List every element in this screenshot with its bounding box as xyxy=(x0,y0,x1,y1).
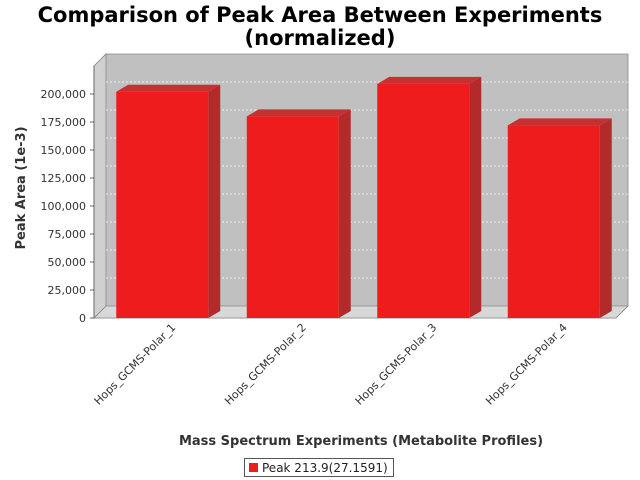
bar xyxy=(246,116,339,319)
bar xyxy=(116,91,209,318)
bar xyxy=(507,125,600,318)
y-tick-label: 100,000 xyxy=(41,200,87,213)
x-tick-label: Hops_GCMS-Polar_2 xyxy=(222,321,309,408)
plot-left-wall xyxy=(93,53,107,319)
x-tick-label: Hops_GCMS-Polar_4 xyxy=(483,321,570,408)
legend-swatch xyxy=(249,463,258,472)
y-tick-label: 175,000 xyxy=(41,116,87,129)
y-tick-label: 50,000 xyxy=(48,256,87,269)
bar xyxy=(377,83,470,318)
y-tick-label: 125,000 xyxy=(41,172,87,185)
bar-side xyxy=(469,76,482,318)
y-tick-label: 75,000 xyxy=(48,228,87,241)
y-tick-label: 25,000 xyxy=(48,284,87,297)
chart-title-line-1: Comparison of Peak Area Between Experime… xyxy=(37,3,603,27)
bar-top xyxy=(377,76,482,84)
legend: Peak 213.9(27.1591) xyxy=(244,458,394,477)
bar-side xyxy=(338,109,351,319)
bar-side xyxy=(599,118,612,318)
legend-label: Peak 213.9(27.1591) xyxy=(262,460,388,475)
y-tick-label: 200,000 xyxy=(41,88,87,101)
x-tick-label: Hops_GCMS-Polar_3 xyxy=(353,321,440,408)
bar-top xyxy=(507,118,612,126)
y-tick-label: 150,000 xyxy=(41,144,87,157)
bar-side xyxy=(208,84,221,318)
x-axis-label: Mass Spectrum Experiments (Metabolite Pr… xyxy=(179,434,543,449)
y-tick-label: 0 xyxy=(79,312,86,325)
y-axis-label: Peak Area (1e-3) xyxy=(14,126,29,249)
bar-top xyxy=(246,109,351,117)
bar-top xyxy=(116,84,221,92)
x-tick-label: Hops_GCMS-Polar_1 xyxy=(92,321,179,408)
chart-title-line-2: (normalized) xyxy=(244,26,396,50)
